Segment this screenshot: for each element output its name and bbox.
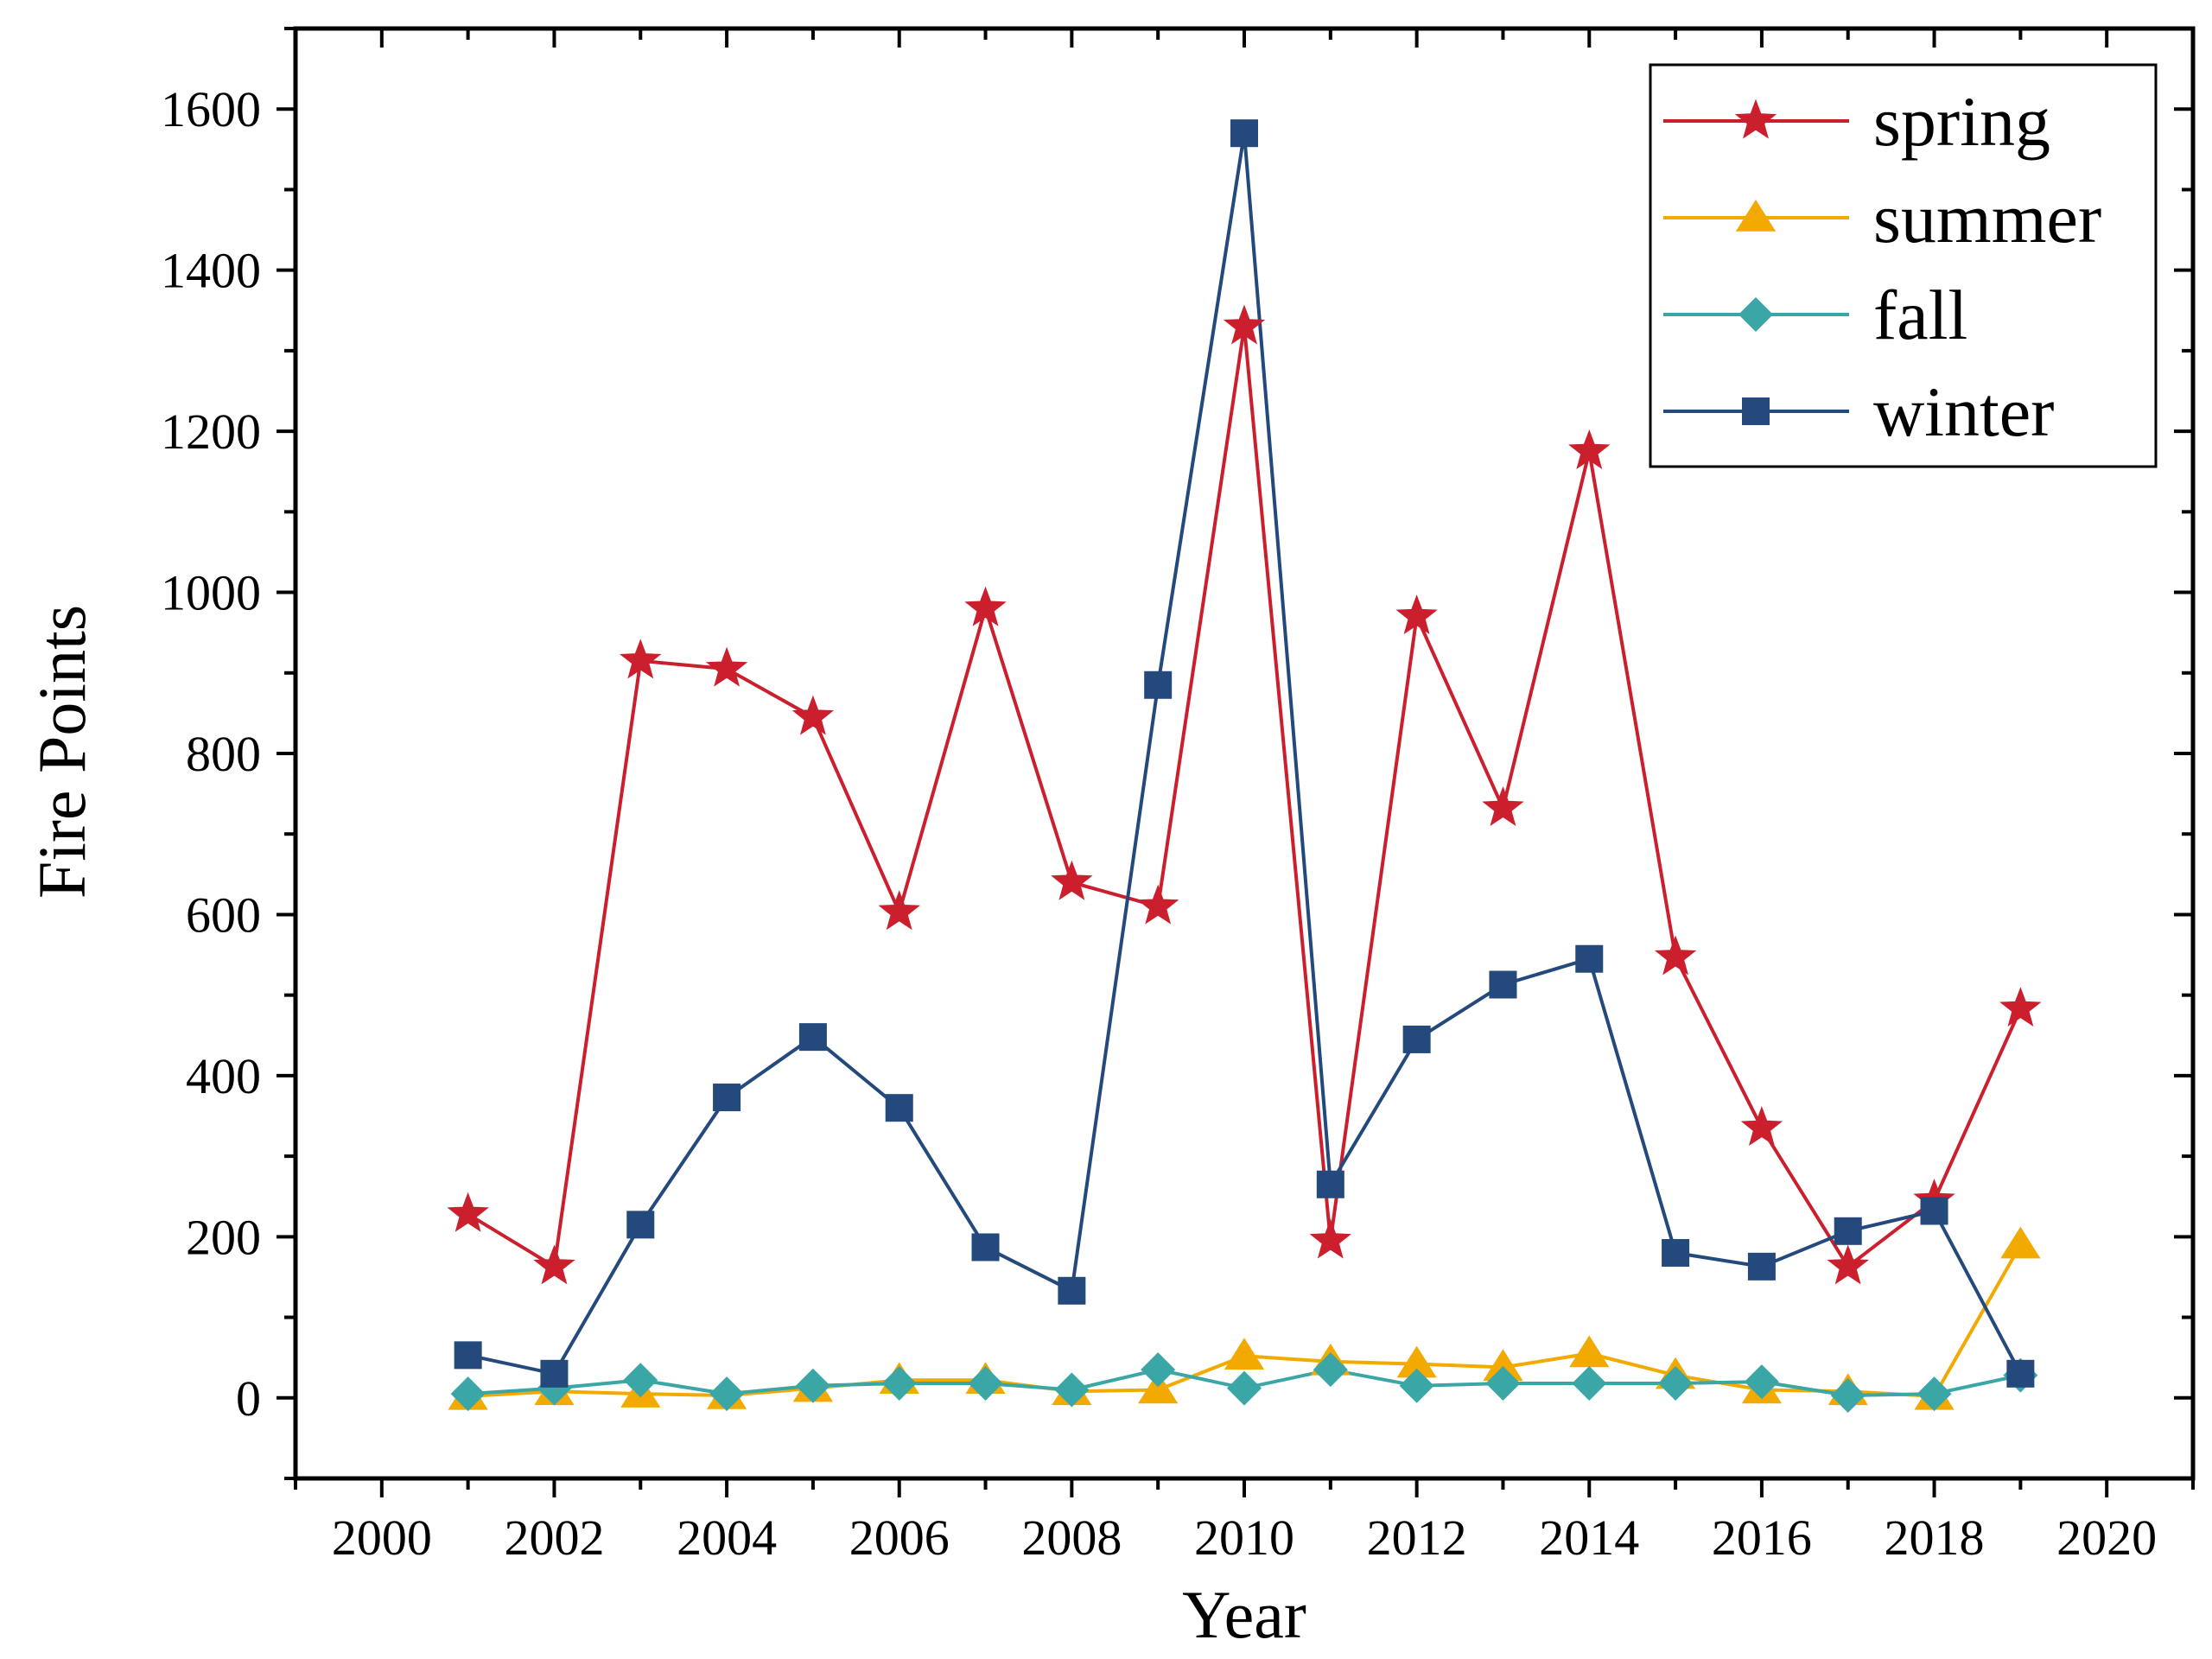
y-axis-title: Fire Points (24, 605, 99, 899)
data-point-spring-2002 (533, 1244, 575, 1285)
data-point-winter-2016 (1747, 1252, 1776, 1281)
data-point-summer-2013 (1483, 1349, 1523, 1382)
legend-marker-spring (1734, 99, 1777, 139)
data-point-fall-2001 (450, 1376, 486, 1412)
data-point-spring-2013 (1482, 785, 1524, 826)
data-point-fall-2010 (1227, 1370, 1262, 1406)
data-point-spring-2008 (1051, 860, 1093, 900)
data-point-winter-2012 (1402, 1025, 1431, 1053)
data-point-spring-2012 (1395, 594, 1438, 635)
x-tick-label: 2008 (1021, 1510, 1122, 1566)
x-tick-label: 2016 (1712, 1510, 1812, 1566)
data-point-winter-2002 (540, 1359, 569, 1388)
data-point-fall-2017 (1830, 1377, 1866, 1413)
data-point-summer-2009 (1138, 1371, 1179, 1404)
data-point-summer-2010 (1224, 1338, 1265, 1370)
x-tick-label: 2012 (1367, 1510, 1467, 1566)
data-point-winter-2008 (1058, 1276, 1086, 1305)
legend: spring summer fall winter (1649, 63, 2158, 468)
data-point-winter-2018 (1920, 1197, 1948, 1225)
y-tick-label: 1400 (161, 243, 261, 299)
data-point-fall-2006 (881, 1365, 917, 1401)
y-tick-label: 600 (186, 887, 261, 943)
data-point-spring-2009 (1137, 884, 1179, 925)
x-tick-label: 2002 (504, 1510, 604, 1566)
data-point-spring-2003 (620, 639, 662, 679)
data-point-fall-2013 (1485, 1365, 1521, 1401)
x-tick-label: 2020 (2056, 1510, 2157, 1566)
data-point-spring-2007 (964, 586, 1007, 626)
data-point-winter-2014 (1575, 944, 1604, 973)
tick-labels: 0 200 400 600 800 1000 1200 1400 1600 2000 2002 200… (161, 81, 2157, 1566)
legend-marker-fall (1738, 297, 1773, 332)
data-point-winter-2017 (1834, 1217, 1862, 1245)
data-point-fall-2016 (1744, 1364, 1779, 1400)
data-point-spring-2005 (791, 695, 835, 735)
legend-label-summer: summer (1873, 179, 2101, 257)
data-point-spring-2001 (447, 1192, 489, 1232)
x-axis-title: Year (1182, 1577, 1306, 1652)
data-point-fall-2012 (1399, 1368, 1434, 1403)
legend-marker-winter (1742, 397, 1770, 425)
data-point-fall-2003 (623, 1363, 658, 1398)
data-point-winter-2009 (1144, 671, 1173, 699)
axis-ticks (276, 27, 2195, 1497)
data-point-winter-2007 (971, 1233, 1000, 1262)
data-point-winter-2019 (2006, 1359, 2035, 1388)
data-point-fall-2011 (1313, 1352, 1348, 1388)
data-point-winter-2015 (1662, 1238, 1690, 1267)
legend-marker-summer (1735, 200, 1777, 232)
data-point-fall-2015 (1658, 1365, 1694, 1401)
data-point-spring-2014 (1568, 429, 1611, 469)
data-point-summer-2019 (2000, 1226, 2041, 1259)
data-point-winter-2006 (885, 1094, 913, 1122)
data-point-fall-2008 (1054, 1372, 1090, 1408)
data-point-summer-2014 (1569, 1335, 1610, 1368)
data-point-spring-2006 (878, 890, 920, 931)
plot-area-frame (293, 26, 2196, 1481)
series-markers (447, 119, 2042, 1413)
legend-box (1649, 63, 2158, 468)
x-tick-label: 2018 (1885, 1510, 1985, 1566)
x-tick-label: 2004 (677, 1510, 777, 1566)
data-point-winter-2001 (454, 1341, 482, 1370)
data-point-fall-2004 (709, 1376, 745, 1412)
data-point-spring-2010 (1223, 304, 1266, 345)
legend-label-winter: winter (1873, 372, 2054, 451)
data-point-fall-2014 (1572, 1365, 1607, 1401)
legend-label-fall: fall (1873, 276, 1967, 354)
x-tick-label: 2000 (332, 1510, 432, 1566)
legend-label-spring: spring (1873, 82, 2050, 161)
data-point-winter-2013 (1489, 970, 1517, 999)
data-point-fall-2009 (1141, 1352, 1176, 1388)
data-point-spring-2015 (1654, 935, 1697, 976)
y-tick-label: 1200 (161, 404, 261, 460)
data-point-spring-2016 (1740, 1106, 1783, 1147)
y-tick-label: 1600 (161, 81, 261, 137)
y-tick-label: 800 (186, 726, 261, 782)
data-point-spring-2004 (705, 646, 748, 687)
data-point-spring-2019 (1999, 987, 2042, 1027)
x-tick-label: 2014 (1539, 1510, 1639, 1566)
data-point-fall-2005 (795, 1368, 830, 1403)
data-point-spring-2017 (1827, 1244, 1869, 1285)
x-tick-label: 2006 (849, 1510, 950, 1566)
data-point-summer-2012 (1396, 1345, 1437, 1378)
y-tick-label: 200 (186, 1209, 261, 1265)
y-tick-label: 0 (236, 1370, 261, 1427)
data-point-winter-2004 (713, 1084, 741, 1112)
data-point-winter-2010 (1230, 119, 1258, 148)
data-point-spring-2011 (1309, 1218, 1351, 1259)
y-tick-label: 1000 (161, 565, 261, 621)
x-tick-label: 2010 (1194, 1510, 1294, 1566)
data-point-fall-2007 (968, 1365, 1003, 1401)
data-point-winter-2003 (626, 1211, 655, 1239)
y-tick-label: 400 (186, 1048, 261, 1104)
data-point-winter-2005 (798, 1023, 827, 1052)
data-point-fall-2018 (1916, 1376, 1952, 1412)
data-point-winter-2011 (1316, 1170, 1344, 1198)
